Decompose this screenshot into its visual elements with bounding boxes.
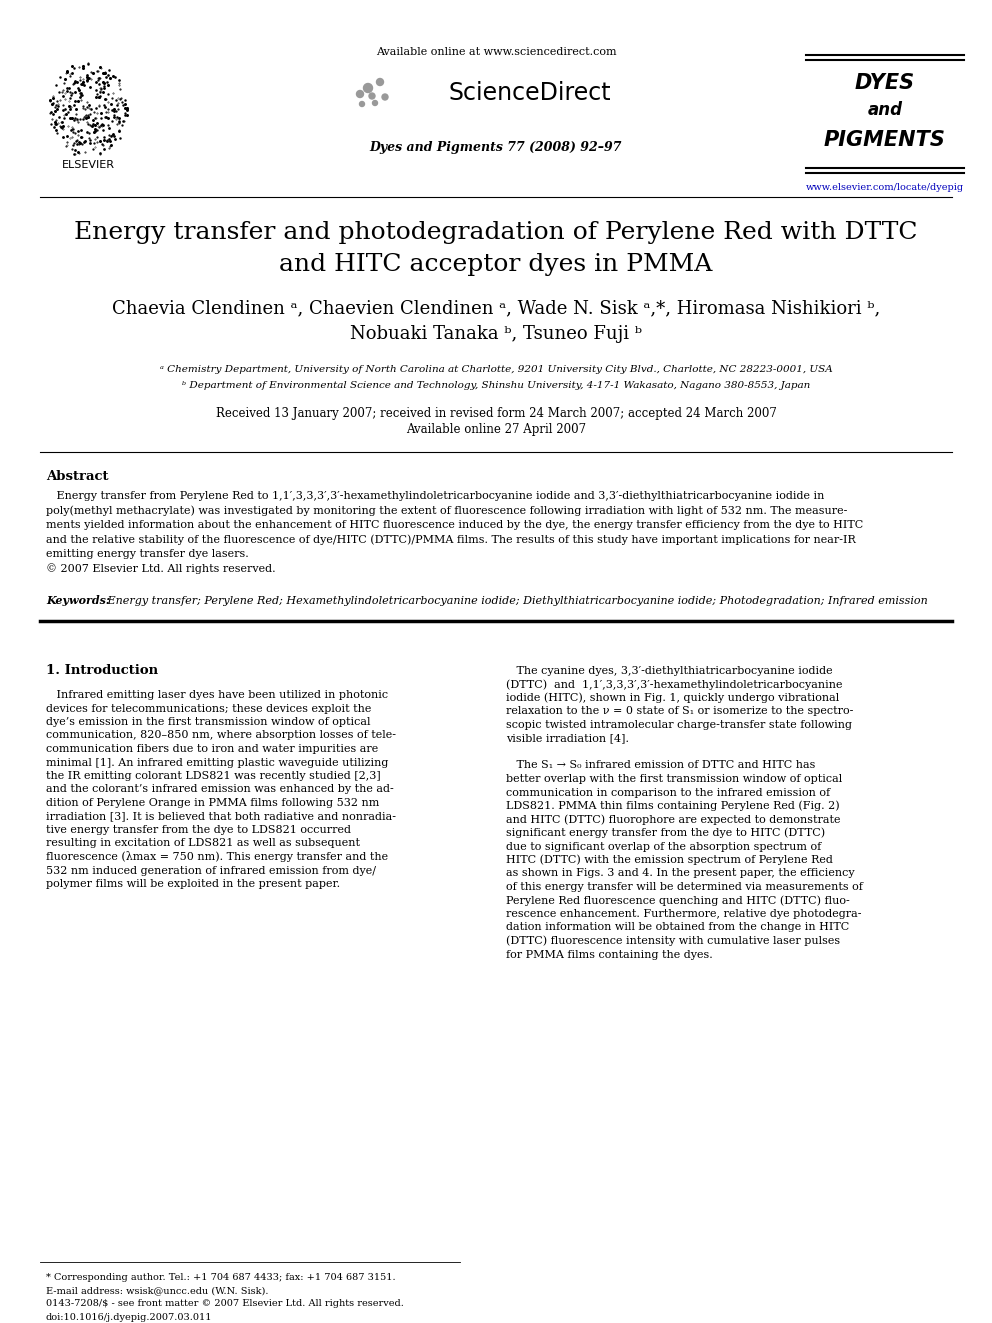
Text: communication in comparison to the infrared emission of: communication in comparison to the infra… <box>506 787 830 798</box>
Text: Energy transfer; Perylene Red; Hexamethylindoletricarbocyanine iodide; Diethylth: Energy transfer; Perylene Red; Hexamethy… <box>104 595 928 606</box>
Text: E-mail address: wsisk@uncc.edu (W.N. Sisk).: E-mail address: wsisk@uncc.edu (W.N. Sis… <box>46 1286 269 1295</box>
Circle shape <box>373 101 378 106</box>
Text: communication, 820–850 nm, where absorption losses of tele-: communication, 820–850 nm, where absorpt… <box>46 730 396 741</box>
Text: 1. Introduction: 1. Introduction <box>46 664 158 677</box>
Text: resulting in excitation of LDS821 as well as subsequent: resulting in excitation of LDS821 as wel… <box>46 839 360 848</box>
Text: (DTTC) fluorescence intensity with cumulative laser pulses: (DTTC) fluorescence intensity with cumul… <box>506 935 840 946</box>
Text: due to significant overlap of the absorption spectrum of: due to significant overlap of the absorp… <box>506 841 821 852</box>
Text: Nobuaki Tanaka ᵇ, Tsuneo Fuji ᵇ: Nobuaki Tanaka ᵇ, Tsuneo Fuji ᵇ <box>350 325 642 343</box>
Text: and HITC (DTTC) fluorophore are expected to demonstrate: and HITC (DTTC) fluorophore are expected… <box>506 814 840 824</box>
Text: © 2007 Elsevier Ltd. All rights reserved.: © 2007 Elsevier Ltd. All rights reserved… <box>46 564 276 574</box>
Text: Energy transfer from Perylene Red to 1,1′,3,3,3′,3′-hexamethylindoletricarbocyan: Energy transfer from Perylene Red to 1,1… <box>46 491 824 501</box>
Text: ELSEVIER: ELSEVIER <box>62 160 114 169</box>
Text: LDS821. PMMA thin films containing Perylene Red (Fig. 2): LDS821. PMMA thin films containing Peryl… <box>506 800 839 811</box>
Text: 532 nm induced generation of infrared emission from dye/: 532 nm induced generation of infrared em… <box>46 865 376 876</box>
Text: as shown in Figs. 3 and 4. In the present paper, the efficiency: as shown in Figs. 3 and 4. In the presen… <box>506 868 855 878</box>
Text: doi:10.1016/j.dyepig.2007.03.011: doi:10.1016/j.dyepig.2007.03.011 <box>46 1312 212 1322</box>
Text: for PMMA films containing the dyes.: for PMMA films containing the dyes. <box>506 950 712 959</box>
Text: (DTTC)  and  1,1′,3,3,3′,3′-hexamethylindoletricarbocyanine: (DTTC) and 1,1′,3,3,3′,3′-hexamethylindo… <box>506 679 842 689</box>
Text: Energy transfer and photodegradation of Perylene Red with DTTC: Energy transfer and photodegradation of … <box>74 221 918 243</box>
Text: Keywords:: Keywords: <box>46 595 110 606</box>
Text: ᵃ Chemistry Department, University of North Carolina at Charlotte, 9201 Universi: ᵃ Chemistry Department, University of No… <box>160 365 832 374</box>
Text: DYES: DYES <box>855 73 915 93</box>
Text: and: and <box>867 101 903 119</box>
Text: devices for telecommunications; these devices exploit the: devices for telecommunications; these de… <box>46 704 371 713</box>
Circle shape <box>369 93 375 99</box>
Text: www.elsevier.com/locate/dyepig: www.elsevier.com/locate/dyepig <box>806 184 964 193</box>
Text: emitting energy transfer dye lasers.: emitting energy transfer dye lasers. <box>46 549 249 560</box>
Text: minimal [1]. An infrared emitting plastic waveguide utilizing: minimal [1]. An infrared emitting plasti… <box>46 758 389 767</box>
Text: scopic twisted intramolecular charge-transfer state following: scopic twisted intramolecular charge-tra… <box>506 720 852 730</box>
Text: HITC (DTTC) with the emission spectrum of Perylene Red: HITC (DTTC) with the emission spectrum o… <box>506 855 833 865</box>
Text: of this energy transfer will be determined via measurements of: of this energy transfer will be determin… <box>506 882 863 892</box>
Text: Chaevia Clendinen ᵃ, Chaevien Clendinen ᵃ, Wade N. Sisk ᵃ,*, Hiromasa Nishikiori: Chaevia Clendinen ᵃ, Chaevien Clendinen … <box>112 299 880 318</box>
Text: * Corresponding author. Tel.: +1 704 687 4433; fax: +1 704 687 3151.: * Corresponding author. Tel.: +1 704 687… <box>46 1274 396 1282</box>
Circle shape <box>356 90 363 98</box>
Text: Abstract: Abstract <box>46 470 108 483</box>
Text: Available online at www.sciencedirect.com: Available online at www.sciencedirect.co… <box>376 48 616 57</box>
Text: tive energy transfer from the dye to LDS821 occurred: tive energy transfer from the dye to LDS… <box>46 826 351 835</box>
Text: PIGMENTS: PIGMENTS <box>824 130 946 149</box>
Text: ᵇ Department of Environmental Science and Technology, Shinshu University, 4-17-1: ᵇ Department of Environmental Science an… <box>182 381 810 390</box>
Text: and the relative stability of the fluorescence of dye/HITC (DTTC)/PMMA films. Th: and the relative stability of the fluore… <box>46 534 856 545</box>
Text: Dyes and Pigments 77 (2008) 92–97: Dyes and Pigments 77 (2008) 92–97 <box>370 142 622 155</box>
Text: relaxation to the ν = 0 state of S₁ or isomerize to the spectro-: relaxation to the ν = 0 state of S₁ or i… <box>506 706 853 717</box>
Text: fluorescence (λmax = 750 nm). This energy transfer and the: fluorescence (λmax = 750 nm). This energ… <box>46 852 388 863</box>
Text: visible irradiation [4].: visible irradiation [4]. <box>506 733 629 744</box>
Text: rescence enhancement. Furthermore, relative dye photodegra-: rescence enhancement. Furthermore, relat… <box>506 909 861 919</box>
Text: ments yielded information about the enhancement of HITC fluorescence induced by : ments yielded information about the enha… <box>46 520 863 531</box>
Text: Infrared emitting laser dyes have been utilized in photonic: Infrared emitting laser dyes have been u… <box>46 691 388 700</box>
Text: 0143-7208/$ - see front matter © 2007 Elsevier Ltd. All rights reserved.: 0143-7208/$ - see front matter © 2007 El… <box>46 1299 404 1308</box>
Circle shape <box>359 102 364 106</box>
Text: poly(methyl methacrylate) was investigated by monitoring the extent of fluoresce: poly(methyl methacrylate) was investigat… <box>46 505 847 516</box>
Text: dye’s emission in the first transmission window of optical: dye’s emission in the first transmission… <box>46 717 370 728</box>
Text: and HITC acceptor dyes in PMMA: and HITC acceptor dyes in PMMA <box>280 254 712 277</box>
Text: iodide (HITC), shown in Fig. 1, quickly undergo vibrational: iodide (HITC), shown in Fig. 1, quickly … <box>506 693 839 704</box>
Text: polymer films will be exploited in the present paper.: polymer films will be exploited in the p… <box>46 878 340 889</box>
Text: dition of Perylene Orange in PMMA films following 532 nm: dition of Perylene Orange in PMMA films … <box>46 798 379 808</box>
Text: Received 13 January 2007; received in revised form 24 March 2007; accepted 24 Ma: Received 13 January 2007; received in re… <box>215 407 777 421</box>
Text: Perylene Red fluorescence quenching and HITC (DTTC) fluo-: Perylene Red fluorescence quenching and … <box>506 896 850 906</box>
Circle shape <box>377 78 384 86</box>
Text: communication fibers due to iron and water impurities are: communication fibers due to iron and wat… <box>46 744 378 754</box>
Text: dation information will be obtained from the change in HITC: dation information will be obtained from… <box>506 922 849 933</box>
Text: better overlap with the first transmission window of optical: better overlap with the first transmissi… <box>506 774 842 785</box>
Text: ScienceDirect: ScienceDirect <box>448 81 611 105</box>
Text: Available online 27 April 2007: Available online 27 April 2007 <box>406 423 586 437</box>
Text: the IR emitting colorant LDS821 was recently studied [2,3]: the IR emitting colorant LDS821 was rece… <box>46 771 381 781</box>
Circle shape <box>382 94 388 101</box>
Text: irradiation [3]. It is believed that both radiative and nonradia-: irradiation [3]. It is believed that bot… <box>46 811 396 822</box>
Text: The cyanine dyes, 3,3′-diethylthiatricarbocyanine iodide: The cyanine dyes, 3,3′-diethylthiatricar… <box>506 665 832 676</box>
Text: significant energy transfer from the dye to HITC (DTTC): significant energy transfer from the dye… <box>506 828 825 839</box>
Text: and the colorant’s infrared emission was enhanced by the ad-: and the colorant’s infrared emission was… <box>46 785 394 795</box>
Text: The S₁ → S₀ infrared emission of DTTC and HITC has: The S₁ → S₀ infrared emission of DTTC an… <box>506 761 815 770</box>
Circle shape <box>363 83 373 93</box>
